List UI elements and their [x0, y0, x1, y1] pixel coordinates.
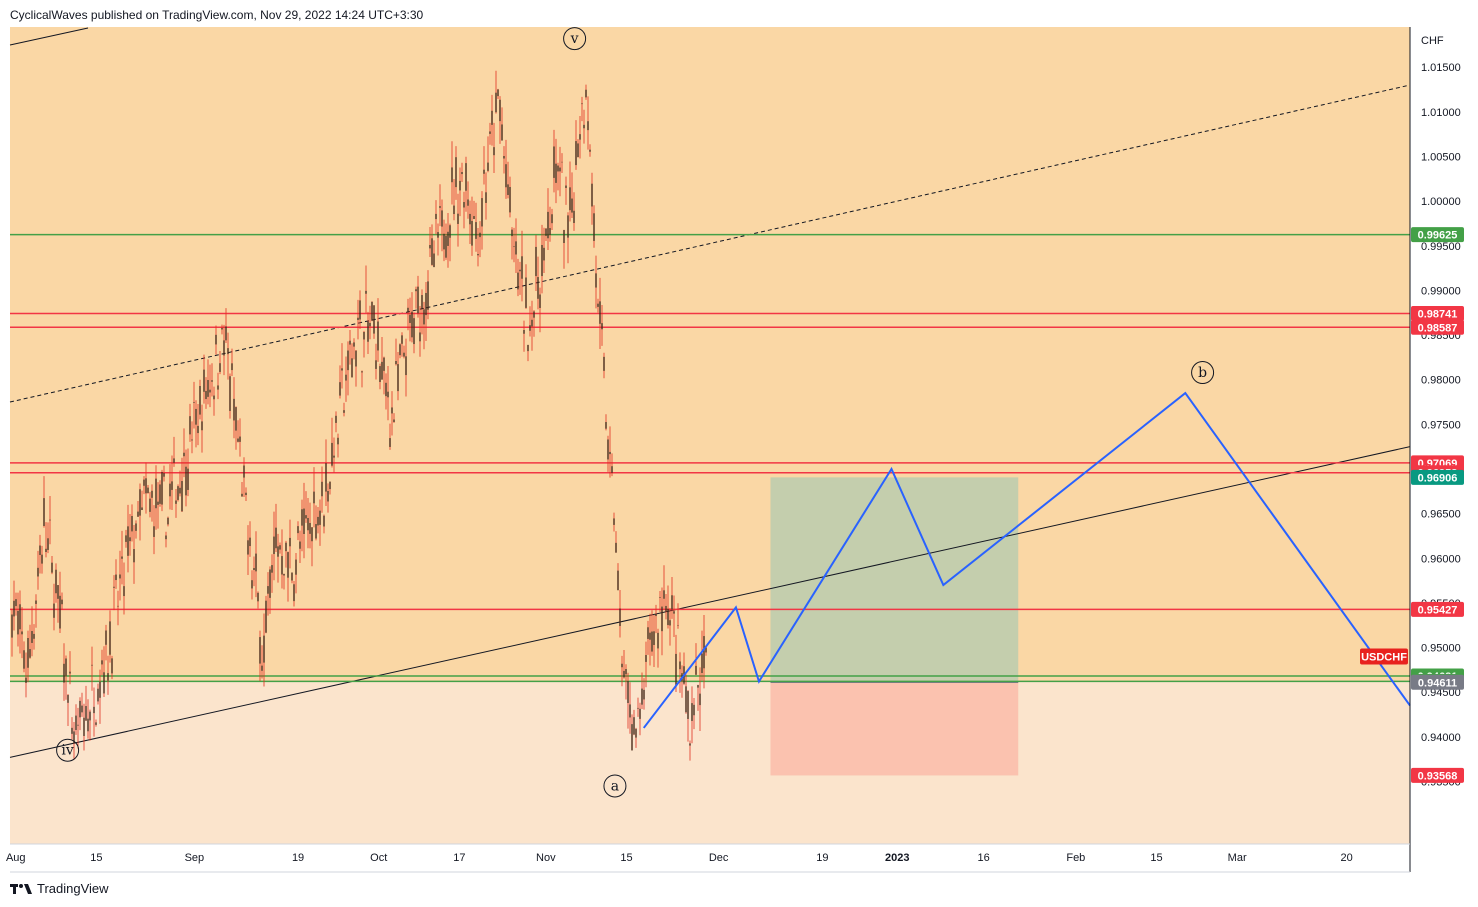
price-tag-box	[1411, 767, 1464, 783]
price-tick-label: 1.00000	[1421, 196, 1461, 208]
time-tick-label: Feb	[1066, 852, 1085, 864]
lower-zone	[10, 681, 1410, 844]
price-tick-label: 0.95000	[1421, 643, 1461, 655]
time-tick-label: Dec	[709, 852, 729, 864]
time-tick-label: 15	[620, 852, 632, 864]
time-tick-label: 15	[90, 852, 102, 864]
wave-label-b: b	[1198, 365, 1207, 381]
publish-header: CyclicalWaves published on TradingView.c…	[10, 8, 424, 22]
candlestick-series	[11, 70, 707, 761]
time-tick-label: Aug	[6, 852, 26, 864]
tradingview-logo[interactable]: TradingView	[10, 881, 109, 896]
wave-label-circle	[1191, 361, 1215, 385]
price-tags: 0.996250.987410.985870.970690.969580.969…	[1360, 227, 1464, 783]
time-tick-label: 15	[1150, 852, 1162, 864]
price-tag-label: 0.98741	[1418, 309, 1458, 321]
price-tag-box	[1411, 227, 1464, 243]
price-tag-label: 0.93568	[1418, 770, 1458, 782]
time-tick-label: 19	[292, 852, 304, 864]
price-tag-box	[1411, 674, 1464, 690]
background-zones	[10, 27, 1410, 844]
price-tick-label: 0.96500	[1421, 509, 1461, 521]
price-tick-label: 0.99000	[1421, 285, 1461, 297]
price-tag-label: 0.99625	[1418, 230, 1458, 242]
channel-lower-line	[9, 446, 1411, 758]
price-tag-label: 0.96906	[1418, 472, 1458, 484]
wave-label-circle	[603, 774, 627, 798]
loss-zone	[770, 682, 1019, 776]
price-tag-label: 0.98587	[1418, 322, 1458, 334]
upper-zone	[10, 27, 1410, 682]
price-tag-box	[1411, 319, 1464, 335]
wave-label-circle	[56, 738, 80, 762]
wave-labels: v iv a b	[56, 27, 1215, 798]
position-tool[interactable]	[770, 477, 1019, 776]
price-tick-label: 0.99500	[1421, 241, 1461, 253]
extra-trend-line	[9, 27, 89, 46]
price-tag-label: 0.95427	[1418, 604, 1458, 616]
price-tag-box	[1411, 601, 1464, 617]
footer-brand: TradingView	[37, 881, 109, 896]
time-tick-label: Nov	[536, 852, 556, 864]
symbol-tag-label: USDCHF	[1361, 651, 1407, 663]
time-tick-label: 20	[1341, 852, 1353, 864]
time-tick-label: Mar	[1228, 852, 1247, 864]
price-tick-label: 0.94000	[1421, 732, 1461, 744]
wave-label-a: a	[611, 778, 619, 794]
time-tick-label: 2023	[885, 852, 909, 864]
wave-label-iv: iv	[61, 743, 73, 759]
time-tick-label: 17	[453, 852, 465, 864]
symbol-tag-box	[1360, 648, 1408, 665]
time-tick-label: Oct	[370, 852, 387, 864]
trend-channel[interactable]	[9, 27, 1411, 758]
tradingview-logo-icon	[10, 883, 32, 894]
price-tick-label: 1.01500	[1421, 62, 1461, 74]
price-tag-label: 0.94611	[1418, 677, 1457, 689]
price-tag-box	[1411, 469, 1464, 485]
projection-line	[642, 391, 1411, 729]
projection-path[interactable]	[642, 391, 1411, 729]
time-tick-label: 19	[816, 852, 828, 864]
price-tag-box	[1411, 306, 1464, 322]
price-tick-label: 0.96000	[1421, 553, 1461, 565]
price-tick-label: 1.00500	[1421, 151, 1461, 163]
time-tick-label: Sep	[185, 852, 205, 864]
price-tick-label: 0.94500	[1421, 687, 1461, 699]
price-tick-label: 0.98000	[1421, 375, 1461, 387]
price-axis-currency: CHF	[1421, 35, 1444, 47]
price-tick-label: 0.97500	[1421, 419, 1461, 431]
wave-label-v: v	[570, 31, 579, 47]
profit-zone	[770, 477, 1019, 683]
channel-upper-line	[9, 84, 1411, 403]
wave-label-circle	[563, 27, 587, 51]
time-tick-label: 16	[978, 852, 990, 864]
price-tick-label: 1.01000	[1421, 107, 1461, 119]
